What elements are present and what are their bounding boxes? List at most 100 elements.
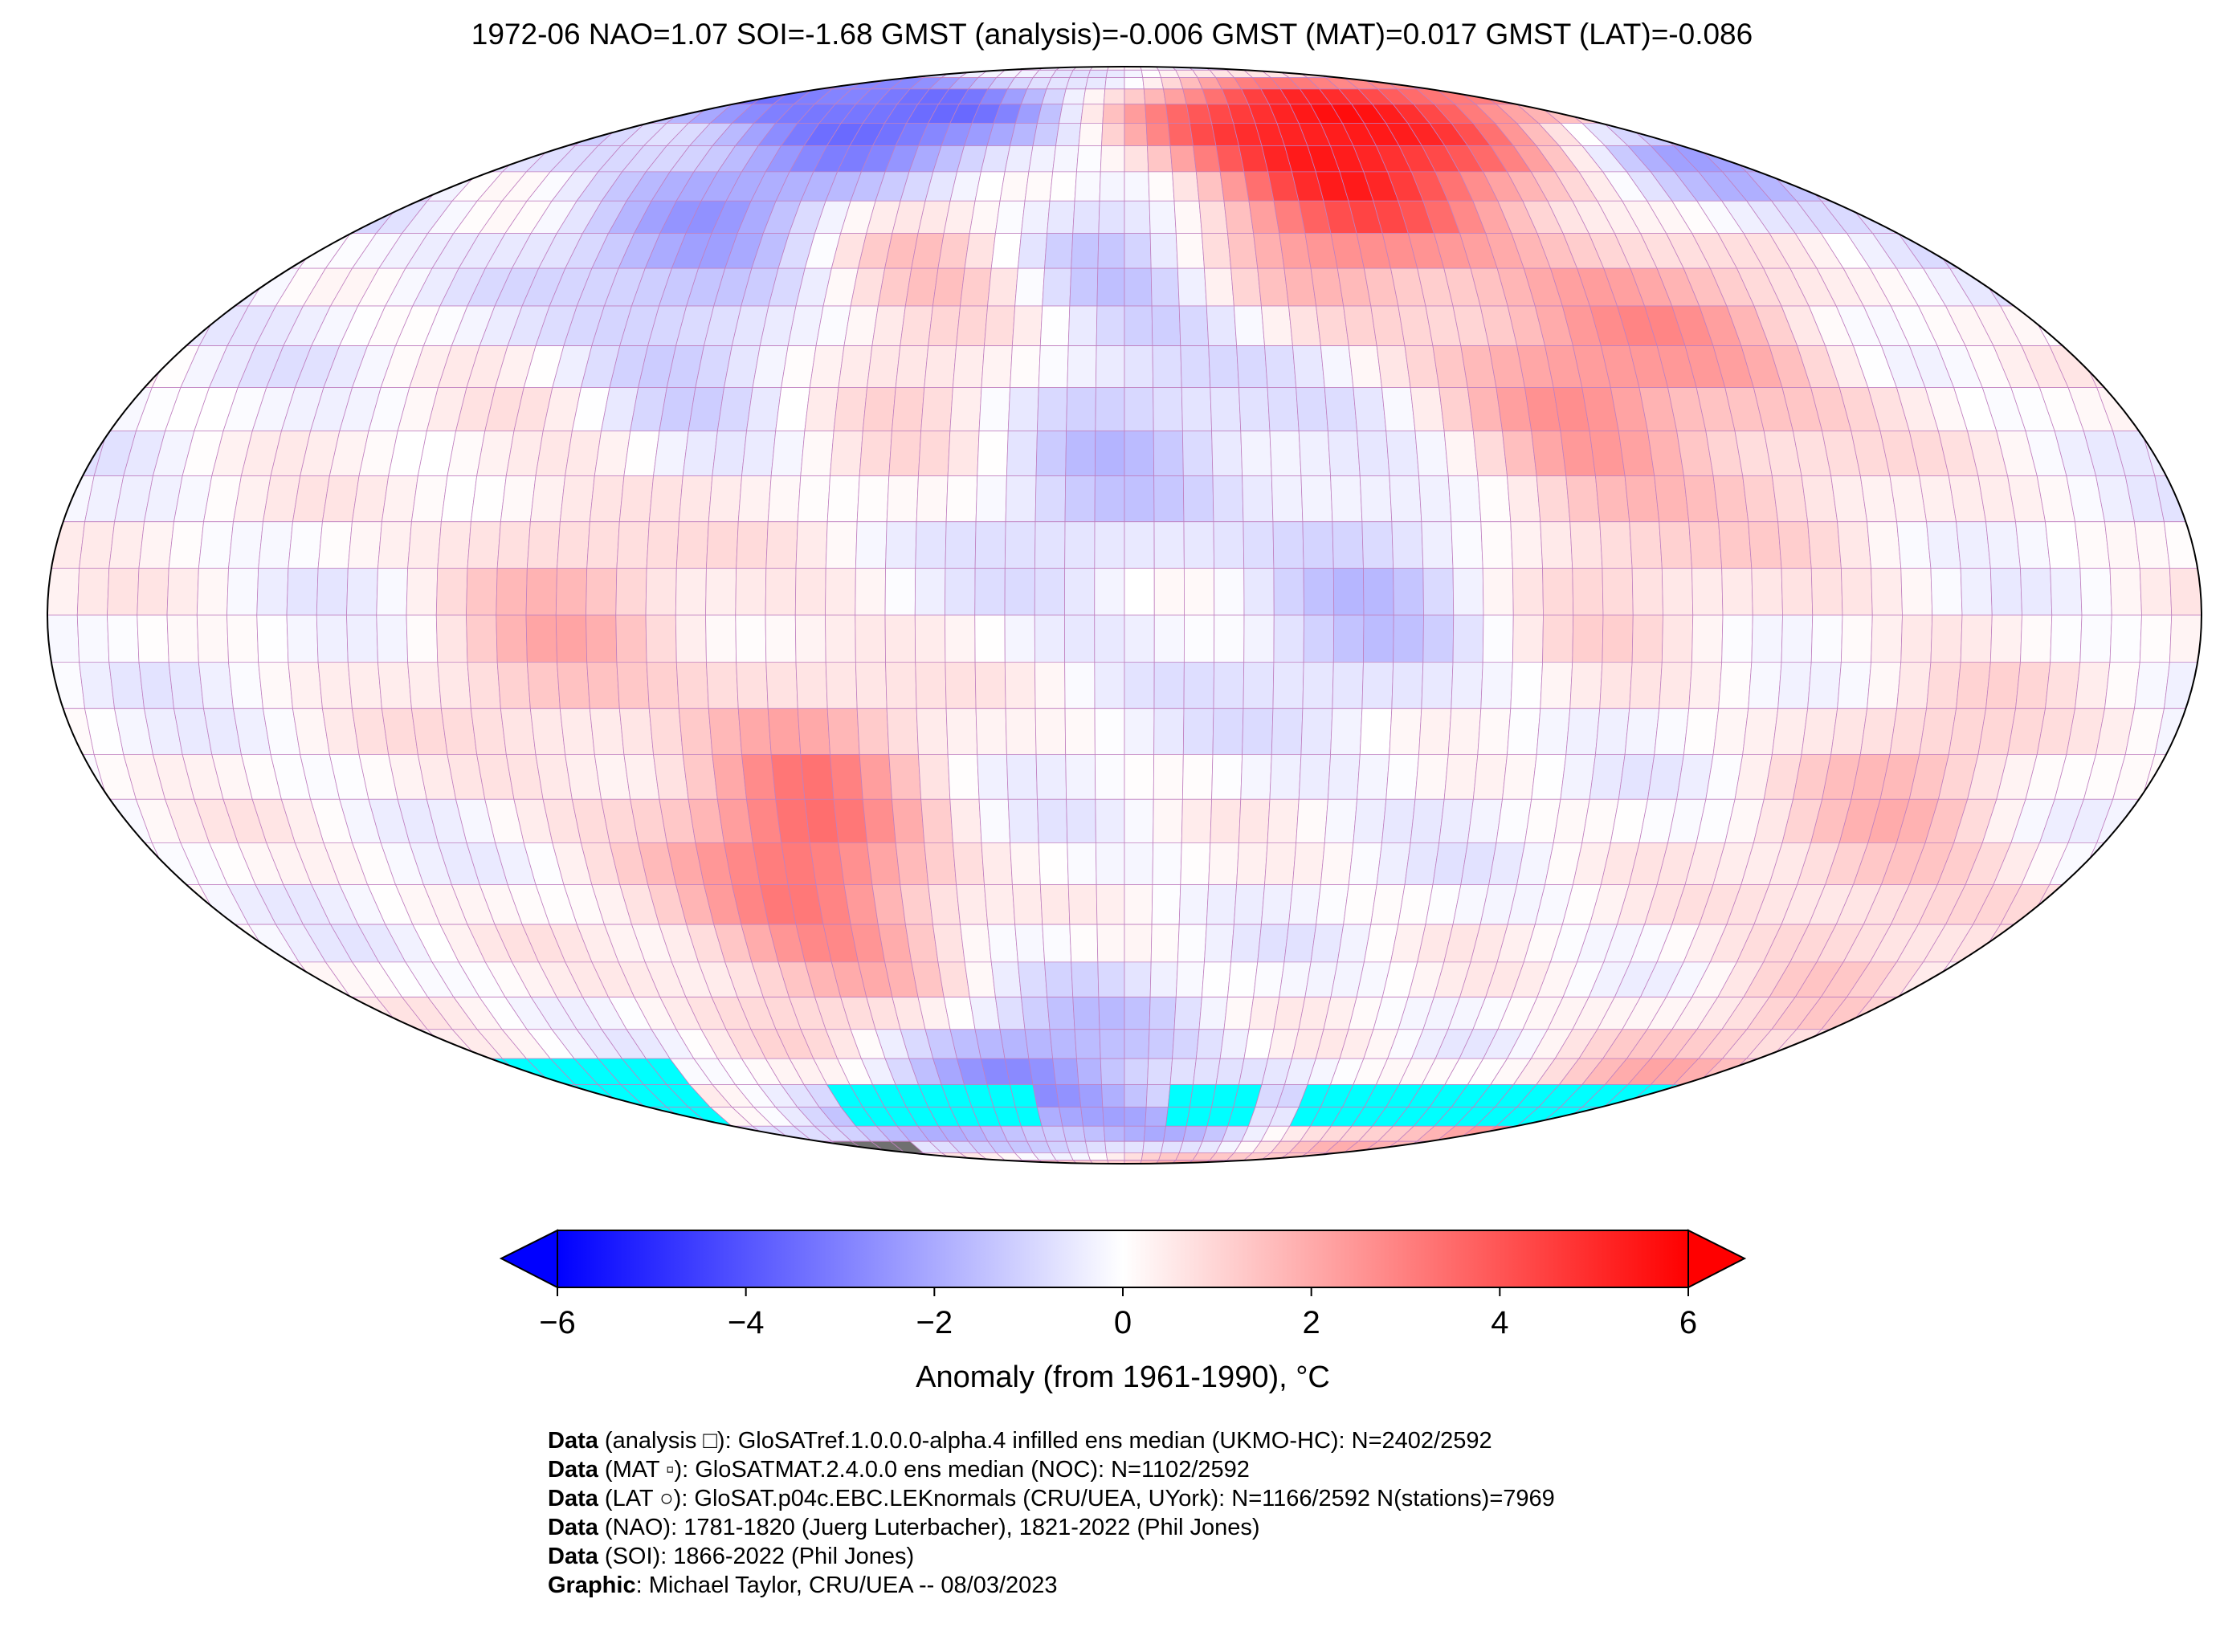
grid-cell — [1651, 88, 1704, 105]
grid-cell — [299, 122, 363, 146]
grid-cell — [1599, 661, 1633, 709]
grid-cell — [1004, 661, 1036, 709]
grid-cell — [1047, 997, 1075, 1030]
grid-cell — [834, 67, 871, 71]
grid-cell — [1568, 1160, 1620, 1164]
grid-cell — [1452, 568, 1484, 616]
grid-cell — [838, 842, 873, 885]
grid-cell — [586, 521, 620, 569]
grid-cell — [2045, 521, 2081, 569]
grid-cell — [777, 1152, 818, 1161]
grid-cell — [1670, 1125, 1724, 1142]
grid-cell — [2026, 233, 2084, 269]
grid-cell — [817, 1160, 855, 1164]
grid-cell — [1438, 798, 1474, 843]
grid-cell — [436, 1084, 494, 1108]
grid-cell — [1149, 233, 1178, 269]
grid-cell — [138, 267, 194, 307]
grid-cell — [1332, 661, 1364, 709]
grid-cell — [1936, 1029, 1997, 1059]
grid-cell — [1833, 1058, 1891, 1085]
grid-cell — [1021, 997, 1051, 1030]
grid-cell — [1004, 145, 1034, 173]
grid-cell — [1421, 521, 1454, 569]
grid-cell — [994, 200, 1026, 234]
grid-cell — [867, 69, 903, 79]
grid-cell — [1563, 1140, 1612, 1153]
grid-cell — [809, 842, 845, 885]
grid-cell — [1581, 77, 1632, 90]
grid-cell — [1864, 122, 1927, 146]
grid-cell — [1690, 1084, 1744, 1108]
grid-cell — [928, 305, 961, 346]
credit-text: : Michael Taylor, CRU/UEA -- 08/03/2023 — [635, 1572, 1058, 1598]
grid-cell — [286, 1058, 348, 1085]
grid-cell — [1065, 430, 1096, 476]
grid-cell — [712, 430, 747, 476]
grid-cell — [272, 997, 329, 1030]
grid-cell — [1826, 1107, 1888, 1127]
grid-cell — [1847, 104, 1910, 124]
grid-cell — [442, 1125, 501, 1142]
colorbar-extend-low — [499, 1229, 558, 1289]
colorbar-label: Anomaly (from 1961-1990), °C — [916, 1360, 1330, 1394]
colorbar-gradient — [557, 1230, 1689, 1288]
grid-cell — [555, 568, 588, 616]
grid-cell — [1124, 661, 1155, 709]
grid-cell — [1689, 1125, 1745, 1142]
grid-cell — [1153, 568, 1185, 616]
grid-cell — [1067, 842, 1097, 885]
grid-cell — [168, 661, 204, 709]
grid-cell — [1064, 614, 1096, 663]
grid-cell — [1096, 884, 1125, 925]
grid-cell — [380, 88, 443, 105]
grid-cell — [765, 67, 808, 71]
grid-cell — [758, 69, 801, 79]
grid-cell — [1600, 67, 1655, 71]
grid-cell — [884, 614, 916, 663]
grid-cell — [1006, 430, 1038, 476]
grid-cell — [1124, 267, 1153, 307]
grid-cell — [1840, 614, 1873, 663]
grid-cell — [165, 267, 220, 307]
grid-cell — [1513, 88, 1560, 105]
grid-cell — [705, 568, 737, 616]
grid-cell — [767, 708, 802, 755]
colorbar-tick-label: 2 — [1303, 1305, 1320, 1340]
grid-cell — [731, 1160, 776, 1164]
colorbar-tick-label: 0 — [1114, 1305, 1132, 1340]
grid-cell — [1668, 122, 1721, 146]
grid-cell — [405, 104, 463, 124]
grid-cell — [1787, 1058, 1843, 1085]
grid-cell — [1180, 345, 1211, 389]
grid-cell — [937, 961, 970, 997]
grid-cell — [1267, 1160, 1296, 1164]
grid-cell — [706, 521, 739, 569]
grid-cell — [1124, 305, 1153, 346]
grid-cell — [1230, 267, 1262, 307]
grid-cell — [299, 1084, 363, 1108]
grid-cell — [198, 521, 234, 569]
colorbar-tick-label: −6 — [539, 1305, 576, 1340]
grid-cell — [1100, 1058, 1125, 1085]
grid-cell — [1066, 387, 1096, 432]
grid-cell — [653, 430, 689, 476]
grid-cell — [850, 1152, 886, 1161]
grid-cell — [377, 521, 412, 569]
grid-cell — [1960, 568, 1993, 616]
grid-cell — [1592, 88, 1642, 105]
grid-cell — [867, 345, 901, 389]
grid-cell — [1145, 1084, 1171, 1108]
grid-cell — [1414, 69, 1455, 79]
grid-cell — [855, 614, 886, 663]
grid-cell — [1071, 233, 1100, 269]
grid-cell — [1821, 1084, 1881, 1108]
grid-cell — [668, 1125, 716, 1142]
grid-cell — [1807, 521, 1842, 569]
grid-cell — [851, 67, 887, 71]
grid-cell — [1227, 233, 1259, 269]
grid-cell — [469, 104, 527, 124]
grid-cell — [1267, 798, 1300, 843]
grid-cell — [1691, 77, 1749, 90]
grid-cell — [461, 77, 521, 90]
